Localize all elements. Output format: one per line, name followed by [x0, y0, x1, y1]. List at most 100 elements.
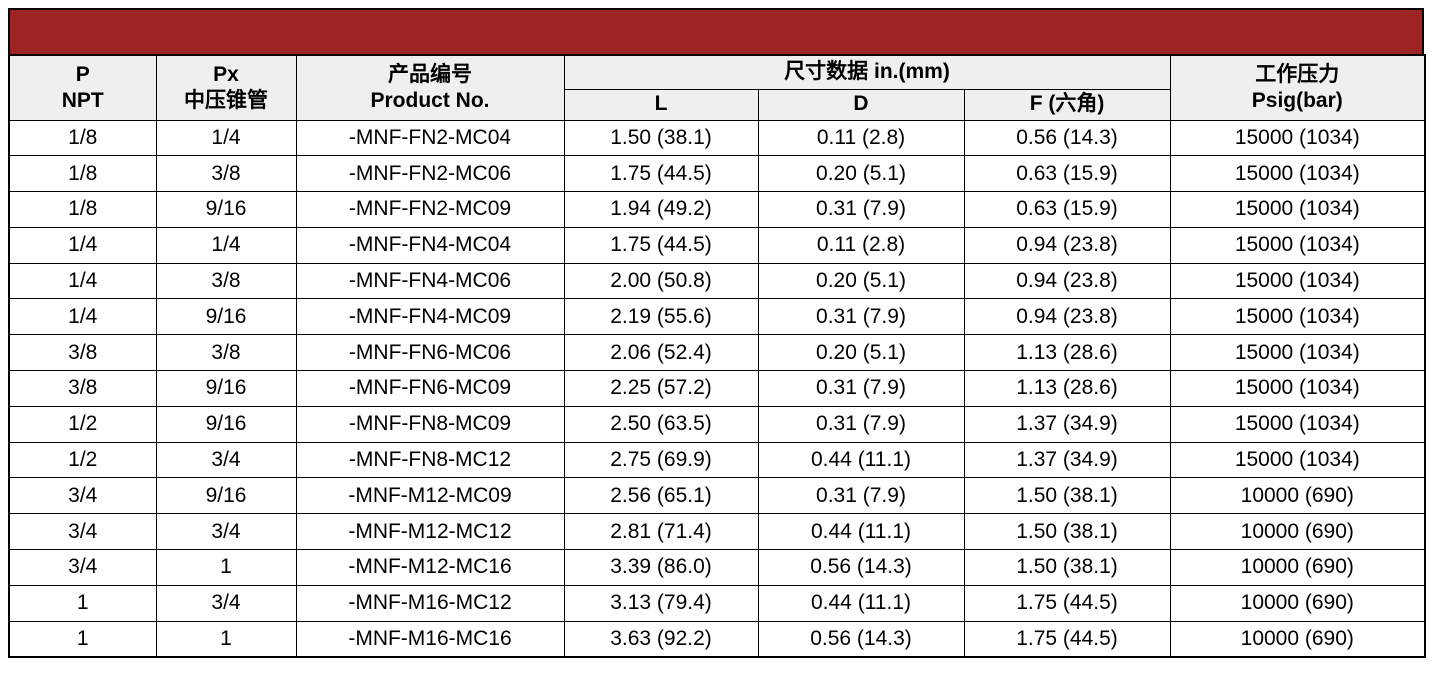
cell-dim-l: 2.75 (69.9): [563, 441, 759, 479]
cell-p-npt: 3/4: [8, 477, 157, 515]
cell-p-npt: 1: [8, 620, 157, 658]
cell-p-npt: 1/4: [8, 226, 157, 264]
cell-dim-f: 0.63 (15.9): [963, 191, 1171, 228]
table-header: P NPT Px 中压锥管 产品编号 Product No. 尺寸数据 in.(…: [8, 54, 1426, 121]
cell-dim-f: 1.50 (38.1): [963, 549, 1171, 586]
header-product-line1: 产品编号: [388, 62, 472, 86]
cell-dim-l: 2.81 (71.4): [563, 513, 759, 551]
cell-px: 3/8: [155, 334, 297, 372]
cell-p-npt: 1/2: [8, 405, 157, 443]
table-row: 3/4 1 -MNF-M12-MC16 3.39 (86.0) 0.56 (14.3) 1…: [8, 549, 1426, 586]
cell-px: 9/16: [155, 405, 297, 443]
cell-dim-f: 0.94 (23.8): [963, 298, 1171, 336]
header-p-line1: P: [75, 62, 90, 86]
cell-px: 9/16: [155, 477, 297, 515]
table-row: 1/8 3/8 -MNF-FN2-MC06 1.75 (44.5) 0.20 (5.1)…: [8, 155, 1426, 193]
cell-px: 3/8: [155, 262, 297, 300]
cell-dim-d: 0.20 (5.1): [757, 262, 965, 300]
cell-dim-d: 0.56 (14.3): [757, 549, 965, 586]
table-row: 1/4 9/16 -MNF-FN4-MC09 2.19 (55.6) 0.31 (7.9…: [8, 298, 1426, 336]
table-row: 1/2 3/4 -MNF-FN8-MC12 2.75 (69.9) 0.44 (11.1…: [8, 441, 1426, 479]
cell-px: 1: [155, 620, 297, 658]
cell-pressure: 15000 (1034): [1169, 262, 1426, 300]
header-p-npt: P NPT: [8, 54, 157, 121]
title-banner: [8, 8, 1424, 54]
product-spec-table: P NPT Px 中压锥管 产品编号 Product No. 尺寸数据 in.(…: [8, 54, 1427, 658]
cell-px: 1/4: [155, 226, 297, 264]
table-body: 1/8 1/4 -MNF-FN2-MC04 1.50 (38.1) 0.11 (2.8)…: [8, 119, 1426, 658]
cell-p-npt: 1/8: [8, 155, 157, 193]
cell-dim-f: 1.37 (34.9): [963, 405, 1171, 443]
cell-dim-l: 2.19 (55.6): [563, 298, 759, 336]
header-dimensions-group: 尺寸数据 in.(mm): [563, 54, 1171, 90]
cell-px: 1/4: [155, 119, 297, 157]
cell-dim-d: 0.11 (2.8): [757, 119, 965, 157]
table-row: 3/8 9/16 -MNF-FN6-MC09 2.25 (57.2) 0.31 (7.9…: [8, 370, 1426, 407]
header-dim-l: L: [563, 88, 759, 121]
header-product-line2: Product No.: [370, 88, 490, 112]
cell-pressure: 15000 (1034): [1169, 370, 1426, 407]
cell-p-npt: 3/4: [8, 549, 157, 586]
header-pressure: 工作压力 Psig(bar): [1169, 54, 1426, 121]
cell-pressure: 10000 (690): [1169, 477, 1426, 515]
cell-product-no: -MNF-FN8-MC12: [295, 441, 565, 479]
cell-dim-l: 2.06 (52.4): [563, 334, 759, 372]
cell-px: 3/4: [155, 584, 297, 622]
cell-pressure: 15000 (1034): [1169, 226, 1426, 264]
cell-p-npt: 1: [8, 584, 157, 622]
cell-p-npt: 1/8: [8, 191, 157, 228]
cell-px: 3/8: [155, 155, 297, 193]
cell-product-no: -MNF-M12-MC12: [295, 513, 565, 551]
header-product-no: 产品编号 Product No.: [295, 54, 565, 121]
cell-dim-d: 0.44 (11.1): [757, 441, 965, 479]
header-p-line2: NPT: [61, 88, 104, 112]
table-row: 1/4 1/4 -MNF-FN4-MC04 1.75 (44.5) 0.11 (2.8)…: [8, 226, 1426, 264]
cell-pressure: 10000 (690): [1169, 549, 1426, 586]
cell-pressure: 15000 (1034): [1169, 155, 1426, 193]
cell-px: 9/16: [155, 370, 297, 407]
cell-dim-d: 0.31 (7.9): [757, 477, 965, 515]
cell-p-npt: 1/4: [8, 298, 157, 336]
cell-product-no: -MNF-M16-MC12: [295, 584, 565, 622]
cell-pressure: 10000 (690): [1169, 620, 1426, 658]
cell-dim-f: 1.75 (44.5): [963, 584, 1171, 622]
cell-dim-l: 3.39 (86.0): [563, 549, 759, 586]
table-row: 3/4 9/16 -MNF-M12-MC09 2.56 (65.1) 0.31 (7.9…: [8, 477, 1426, 515]
cell-dim-d: 0.31 (7.9): [757, 405, 965, 443]
cell-dim-d: 0.11 (2.8): [757, 226, 965, 264]
cell-pressure: 10000 (690): [1169, 513, 1426, 551]
cell-product-no: -MNF-FN6-MC06: [295, 334, 565, 372]
cell-dim-f: 1.37 (34.9): [963, 441, 1171, 479]
cell-dim-l: 3.63 (92.2): [563, 620, 759, 658]
header-px: Px 中压锥管: [155, 54, 297, 121]
cell-dim-d: 0.31 (7.9): [757, 298, 965, 336]
table-row: 1 1 -MNF-M16-MC16 3.63 (92.2) 0.56 (14.3) 1.7…: [8, 620, 1426, 658]
cell-dim-f: 0.94 (23.8): [963, 262, 1171, 300]
header-px-line2: 中压锥管: [184, 88, 268, 112]
cell-dim-d: 0.31 (7.9): [757, 370, 965, 407]
cell-px: 9/16: [155, 298, 297, 336]
cell-p-npt: 1/2: [8, 441, 157, 479]
cell-dim-f: 1.75 (44.5): [963, 620, 1171, 658]
cell-dim-d: 0.44 (11.1): [757, 513, 965, 551]
cell-product-no: -MNF-FN8-MC09: [295, 405, 565, 443]
header-px-line1: Px: [213, 62, 239, 86]
table-row: 1/4 3/8 -MNF-FN4-MC06 2.00 (50.8) 0.20 (5.1)…: [8, 262, 1426, 300]
cell-dim-f: 1.50 (38.1): [963, 513, 1171, 551]
cell-p-npt: 3/4: [8, 513, 157, 551]
table-row: 1/2 9/16 -MNF-FN8-MC09 2.50 (63.5) 0.31 (7.9…: [8, 405, 1426, 443]
header-dim-d: D: [757, 88, 965, 121]
cell-dim-l: 3.13 (79.4): [563, 584, 759, 622]
cell-dim-f: 0.63 (15.9): [963, 155, 1171, 193]
cell-dim-f: 1.50 (38.1): [963, 477, 1171, 515]
table-row: 3/4 3/4 -MNF-M12-MC12 2.81 (71.4) 0.44 (11.1…: [8, 513, 1426, 551]
cell-pressure: 15000 (1034): [1169, 441, 1426, 479]
cell-p-npt: 3/8: [8, 370, 157, 407]
cell-dim-f: 0.94 (23.8): [963, 226, 1171, 264]
table-row: 3/8 3/8 -MNF-FN6-MC06 2.06 (52.4) 0.20 (5.1)…: [8, 334, 1426, 372]
cell-pressure: 15000 (1034): [1169, 298, 1426, 336]
cell-p-npt: 3/8: [8, 334, 157, 372]
cell-dim-d: 0.56 (14.3): [757, 620, 965, 658]
table-row: 1 3/4 -MNF-M16-MC12 3.13 (79.4) 0.44 (11.1) 1…: [8, 584, 1426, 622]
